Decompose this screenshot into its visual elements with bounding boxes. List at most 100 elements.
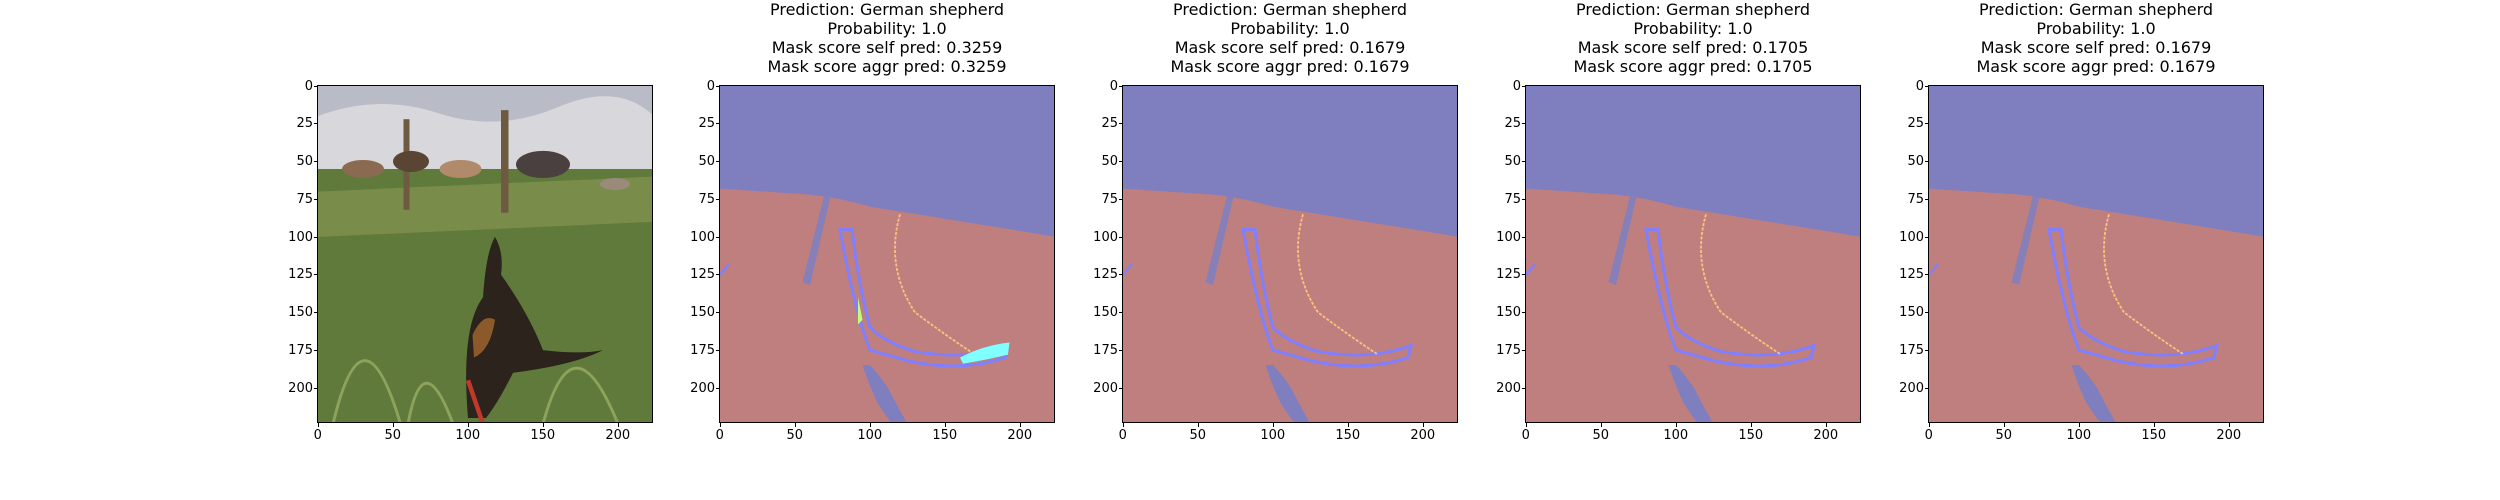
panel-title-line: Prediction: German shepherd xyxy=(1575,0,1811,19)
y-tick-label: 50 xyxy=(1896,155,1929,168)
x-tick-label: 200 xyxy=(598,423,638,442)
y-tick-label: 25 xyxy=(1493,117,1526,130)
panel-title-line: Mask score self pred: 0.1705 xyxy=(1577,38,1809,57)
x-tick-label: 0 xyxy=(1506,423,1546,442)
x-tick-label: 150 xyxy=(2134,423,2174,442)
y-tick-label: 100 xyxy=(687,231,720,244)
x-tick-label: 150 xyxy=(925,423,965,442)
panel-title-line: Probability: 1.0 xyxy=(1633,19,1753,38)
x-tick-label: 50 xyxy=(1581,423,1621,442)
y-tick-label: 0 xyxy=(285,80,318,93)
y-tick-label: 0 xyxy=(1896,80,1929,93)
panel-title-line: Mask score self pred: 0.3259 xyxy=(771,38,1003,57)
y-tick-label: 200 xyxy=(1493,382,1526,395)
y-tick-label: 75 xyxy=(687,193,720,206)
y-tick-label: 125 xyxy=(1493,268,1526,281)
y-tick-label: 75 xyxy=(285,193,318,206)
x-tick-label: 150 xyxy=(1731,423,1771,442)
x-tick-label: 200 xyxy=(1403,423,1443,442)
plot-axes xyxy=(317,85,653,423)
y-tick-label: 125 xyxy=(1090,268,1123,281)
y-tick-label: 75 xyxy=(1090,193,1123,206)
y-tick-label: 150 xyxy=(1493,306,1526,319)
panel-title: Prediction: German shepherd Probability: … xyxy=(1525,0,1861,76)
y-tick-label: 125 xyxy=(1896,268,1929,281)
panel-mask-1: Prediction: German shepherd Probability: … xyxy=(687,0,1087,470)
x-tick-label: 0 xyxy=(298,423,338,442)
panel-mask-3: Prediction: German shepherd Probability: … xyxy=(1493,0,1893,470)
x-tick-label: 100 xyxy=(850,423,890,442)
y-tick-label: 25 xyxy=(687,117,720,130)
panel-title-line: Mask score aggr pred: 0.1679 xyxy=(1976,57,2216,76)
y-tick-label: 175 xyxy=(285,344,318,357)
panel-title-line: Mask score self pred: 0.1679 xyxy=(1174,38,1406,57)
panel-title-line: Prediction: German shepherd xyxy=(1978,0,2214,19)
panel-title-line: Probability: 1.0 xyxy=(1230,19,1350,38)
y-tick-label: 150 xyxy=(1090,306,1123,319)
y-tick-label: 150 xyxy=(285,306,318,319)
panel-title: Prediction: German shepherd Probability: … xyxy=(1122,0,1458,76)
panel-title-line: Mask score self pred: 0.1679 xyxy=(1980,38,2212,57)
y-tick-label: 100 xyxy=(1090,231,1123,244)
x-tick-label: 100 xyxy=(1253,423,1293,442)
mask-image xyxy=(1929,86,2263,422)
plot-axes xyxy=(719,85,1055,423)
panel-title-line: Probability: 1.0 xyxy=(2036,19,2156,38)
y-tick-label: 200 xyxy=(1896,382,1929,395)
panel-mask-4: Prediction: German shepherd Probability: … xyxy=(1896,0,2296,470)
y-tick-label: 50 xyxy=(1090,155,1123,168)
x-tick-label: 150 xyxy=(523,423,563,442)
x-tick-label: 50 xyxy=(1178,423,1218,442)
panel-title-line: Prediction: German shepherd xyxy=(1172,0,1408,19)
y-tick-label: 200 xyxy=(285,382,318,395)
y-tick-label: 0 xyxy=(687,80,720,93)
panel-title-line: Probability: 1.0 xyxy=(827,19,947,38)
y-tick-label: 50 xyxy=(687,155,720,168)
y-tick-label: 175 xyxy=(1090,344,1123,357)
y-tick-label: 125 xyxy=(687,268,720,281)
mask-image xyxy=(1526,86,1860,422)
panel-title-line: Mask score aggr pred: 0.3259 xyxy=(767,57,1007,76)
x-tick-label: 150 xyxy=(1328,423,1368,442)
y-tick-label: 100 xyxy=(1896,231,1929,244)
y-tick-label: 75 xyxy=(1896,193,1929,206)
x-tick-label: 0 xyxy=(1909,423,1949,442)
y-tick-label: 50 xyxy=(285,155,318,168)
y-tick-label: 75 xyxy=(1493,193,1526,206)
y-tick-label: 175 xyxy=(1896,344,1929,357)
mask-image xyxy=(1123,86,1457,422)
y-tick-label: 150 xyxy=(1896,306,1929,319)
y-tick-label: 175 xyxy=(1493,344,1526,357)
plot-axes xyxy=(1928,85,2264,423)
panel-title-line: Prediction: German shepherd xyxy=(769,0,1005,19)
y-tick-label: 25 xyxy=(1896,117,1929,130)
panel-mask-2: Prediction: German shepherd Probability: … xyxy=(1090,0,1490,470)
y-tick-label: 25 xyxy=(1090,117,1123,130)
x-tick-label: 100 xyxy=(448,423,488,442)
x-tick-label: 50 xyxy=(1984,423,2024,442)
x-tick-label: 0 xyxy=(1103,423,1143,442)
plot-axes xyxy=(1525,85,1861,423)
y-tick-label: 150 xyxy=(687,306,720,319)
x-tick-label: 200 xyxy=(1806,423,1846,442)
y-tick-label: 200 xyxy=(687,382,720,395)
x-tick-label: 200 xyxy=(2209,423,2249,442)
plot-axes xyxy=(1122,85,1458,423)
photo-image xyxy=(318,86,652,422)
x-tick-label: 100 xyxy=(1656,423,1696,442)
y-tick-label: 200 xyxy=(1090,382,1123,395)
mask-image xyxy=(720,86,1054,422)
x-tick-label: 50 xyxy=(775,423,815,442)
y-tick-label: 100 xyxy=(285,231,318,244)
y-tick-label: 50 xyxy=(1493,155,1526,168)
y-tick-label: 25 xyxy=(285,117,318,130)
x-tick-label: 0 xyxy=(700,423,740,442)
x-tick-label: 50 xyxy=(373,423,413,442)
panel-title: Prediction: German shepherd Probability: … xyxy=(719,0,1055,76)
panel-input-photo: 0 25 50 75 100 125 150 175 200 0 50 100 150 200 xyxy=(285,0,685,470)
panel-title: Prediction: German shepherd Probability: … xyxy=(1928,0,2264,76)
x-tick-label: 100 xyxy=(2059,423,2099,442)
y-tick-label: 125 xyxy=(285,268,318,281)
panel-title-line: Mask score aggr pred: 0.1679 xyxy=(1170,57,1410,76)
y-tick-label: 0 xyxy=(1090,80,1123,93)
